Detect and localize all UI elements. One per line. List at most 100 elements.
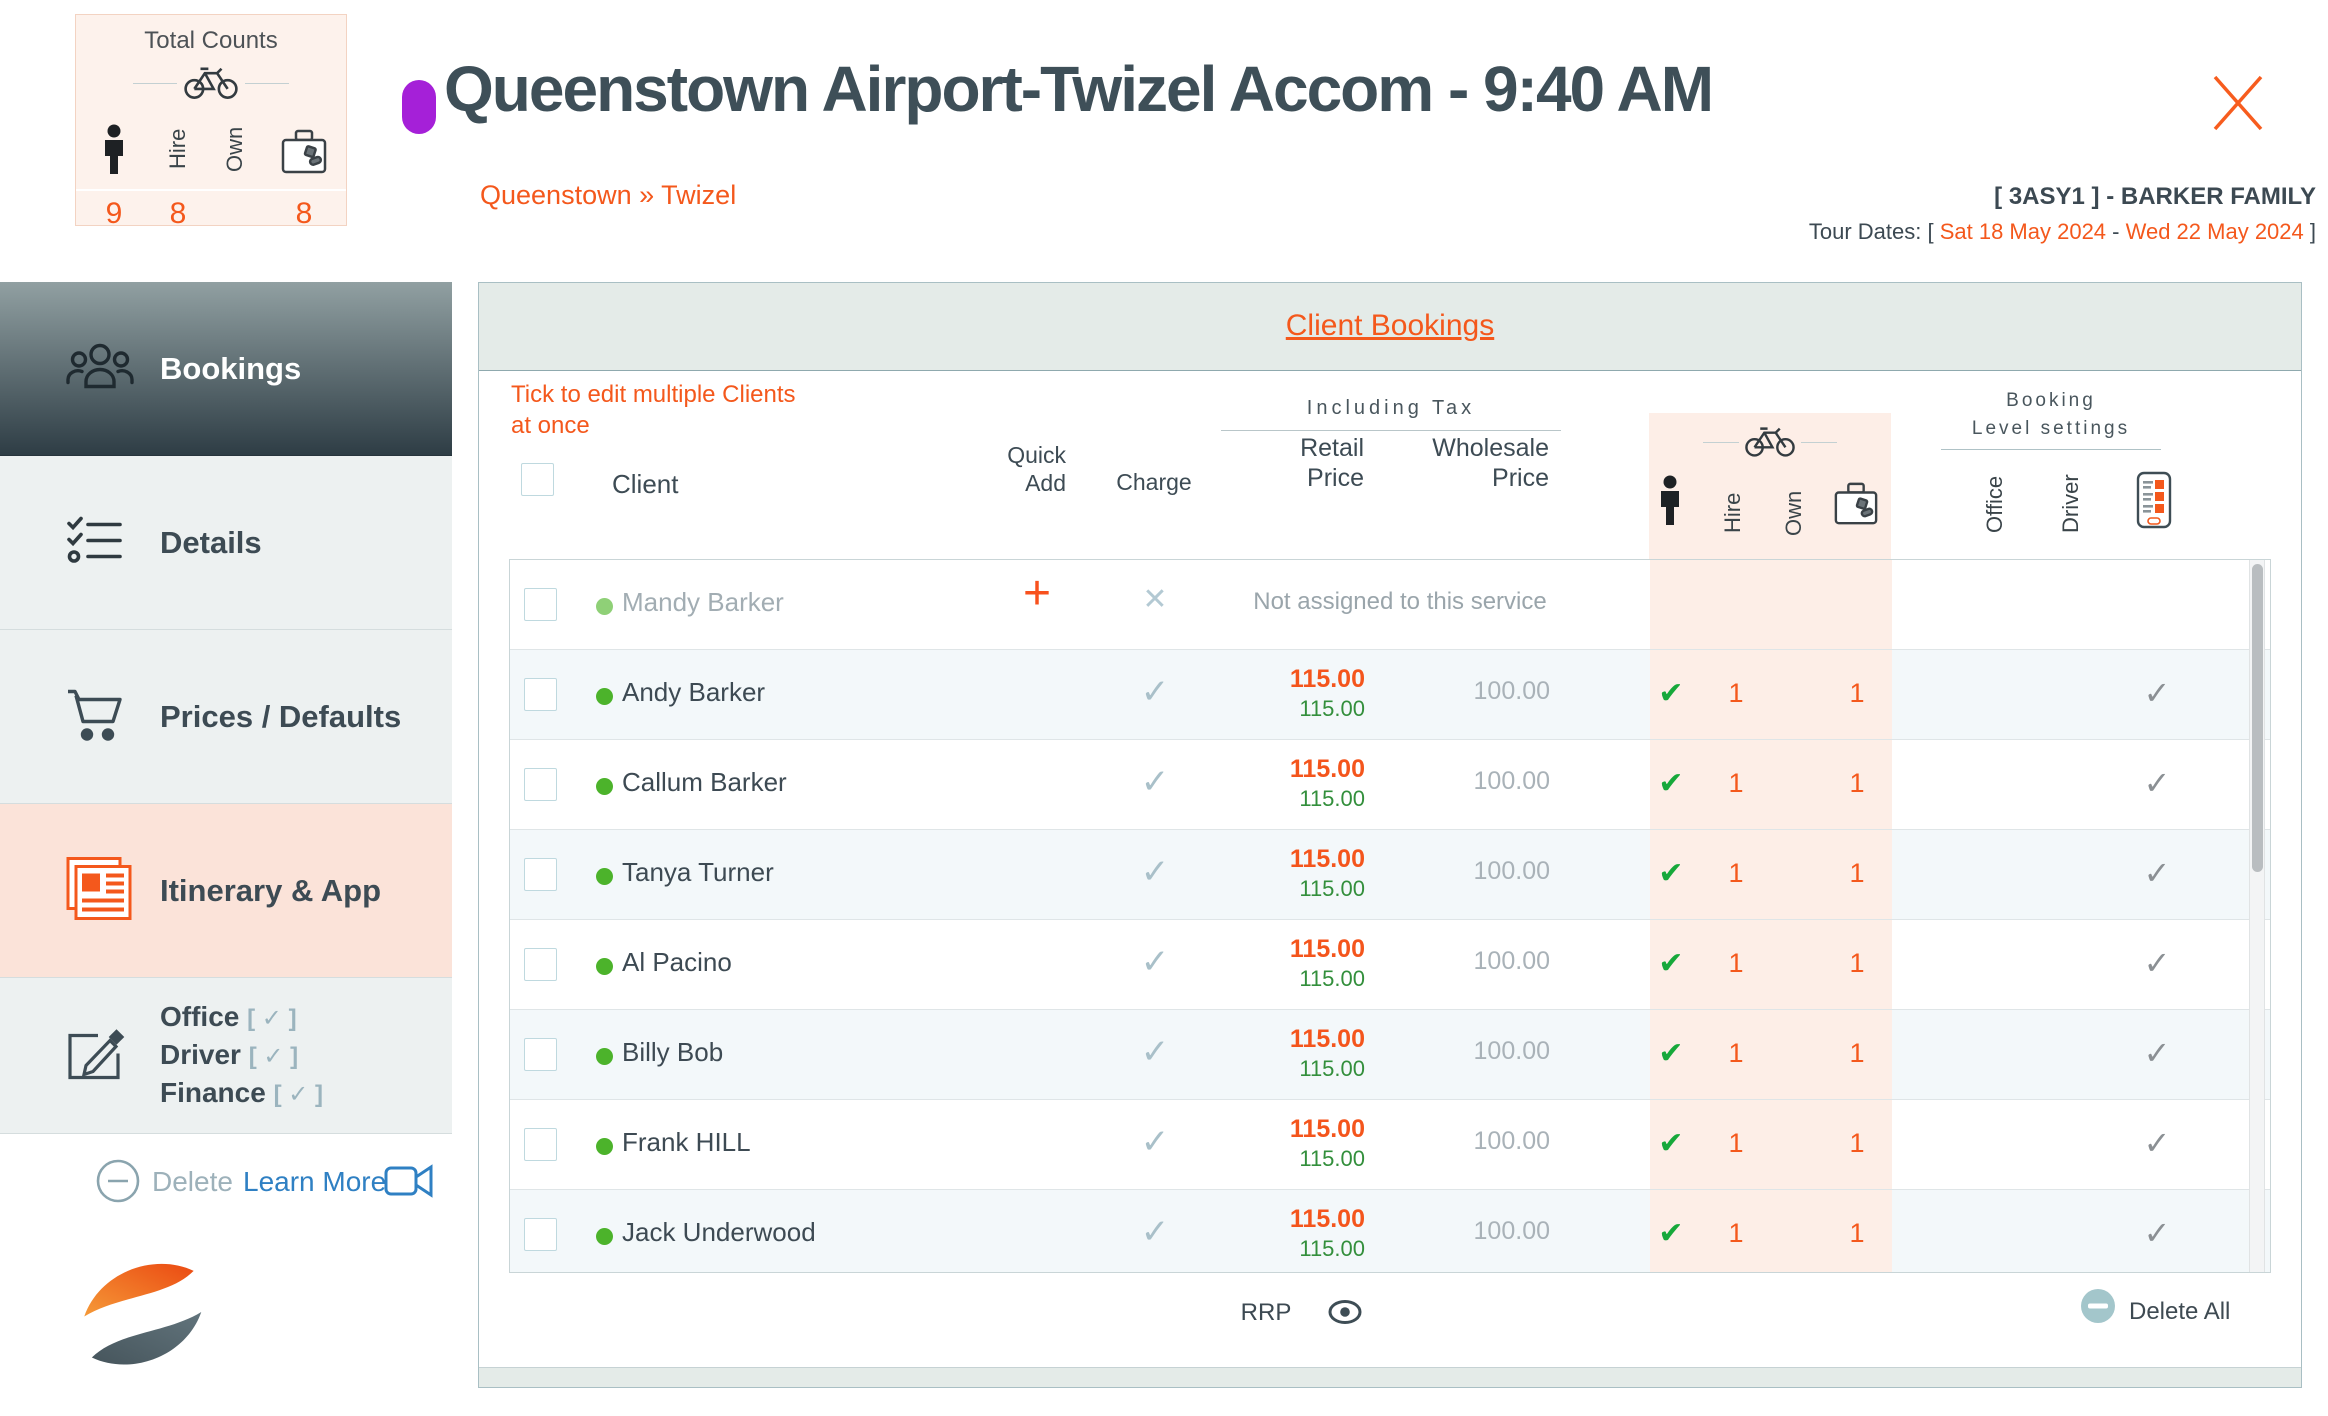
- sidebar-item-bookings[interactable]: Bookings: [0, 282, 452, 456]
- scrollbar-thumb[interactable]: [2252, 564, 2263, 872]
- charge-toggle[interactable]: ✓: [1140, 673, 1170, 711]
- hire-qty[interactable]: 1: [1728, 1128, 1744, 1158]
- hire-qty[interactable]: 1: [1728, 1038, 1744, 1068]
- hire-qty[interactable]: 1: [1728, 858, 1744, 888]
- delete-all-button[interactable]: Delete All: [2129, 1298, 2231, 1325]
- retail-price-cell[interactable]: 115.00 115.00: [1225, 935, 1365, 992]
- wholesale-price[interactable]: 100.00: [1473, 1037, 1550, 1065]
- retail-price-net: 115.00: [1299, 1236, 1365, 1261]
- retail-price-cell[interactable]: 115.00 115.00: [1225, 1205, 1365, 1262]
- row-checkbox[interactable]: [524, 858, 557, 891]
- pax-assigned-check[interactable]: ✔: [1658, 767, 1684, 800]
- bike-columns-cell: [1650, 560, 1892, 649]
- pax-assigned-check[interactable]: ✔: [1658, 1037, 1684, 1070]
- table-row: ✔ 1 1 Tanya Turner ✓ 115.00 115.00 100.0…: [510, 830, 2270, 920]
- charge-toggle[interactable]: ✓: [1140, 1033, 1170, 1071]
- booking-level-check[interactable]: ✓: [2143, 675, 2171, 711]
- tour-dates-suffix: ]: [2303, 219, 2316, 244]
- charge-toggle[interactable]: ✓: [1140, 1123, 1170, 1161]
- booking-level-check[interactable]: ✓: [2143, 855, 2171, 891]
- panel-title-band: Client Bookings: [479, 283, 2301, 371]
- retail-price-cell[interactable]: 115.00 115.00: [1225, 845, 1365, 902]
- retail-price[interactable]: 115.00: [1289, 1115, 1365, 1143]
- column-header-client: Client: [612, 469, 679, 499]
- retail-price[interactable]: 115.00: [1289, 755, 1365, 783]
- retail-price-cell[interactable]: 115.00 115.00: [1225, 1025, 1365, 1082]
- row-checkbox[interactable]: [524, 768, 557, 801]
- retail-price-cell[interactable]: 115.00 115.00: [1225, 755, 1365, 812]
- breadcrumb-from[interactable]: Queenstown: [480, 180, 632, 210]
- row-checkbox[interactable]: [524, 588, 557, 621]
- charge-toggle[interactable]: ✓: [1140, 763, 1170, 801]
- booking-level-check[interactable]: ✓: [2143, 1125, 2171, 1161]
- bags-qty[interactable]: 1: [1849, 678, 1865, 708]
- hire-qty[interactable]: 1: [1728, 768, 1744, 798]
- booking-level-check[interactable]: ✓: [2143, 1035, 2171, 1071]
- sidebar-item-prices-defaults[interactable]: Prices / Defaults: [0, 630, 452, 804]
- retail-price[interactable]: 115.00: [1289, 665, 1365, 693]
- bags-qty[interactable]: 1: [1849, 858, 1865, 888]
- pax-assigned-check[interactable]: ✔: [1658, 677, 1684, 710]
- delete-all-icon[interactable]: [2079, 1287, 2117, 1330]
- learn-more-link[interactable]: Learn More: [243, 1166, 387, 1197]
- quick-add-button[interactable]: +: [1022, 567, 1052, 620]
- booking-level-check[interactable]: ✓: [2143, 1215, 2171, 1251]
- breadcrumb-to[interactable]: Twizel: [661, 180, 737, 210]
- client-status-dot: [596, 598, 613, 615]
- wholesale-price[interactable]: 100.00: [1473, 767, 1550, 795]
- retail-price[interactable]: 115.00: [1289, 845, 1365, 873]
- video-camera-icon[interactable]: [384, 1162, 434, 1205]
- charge-toggle[interactable]: ✕: [1142, 583, 1168, 616]
- row-checkbox[interactable]: [524, 1128, 557, 1161]
- wholesale-price[interactable]: 100.00: [1473, 857, 1550, 885]
- wholesale-price[interactable]: 100.00: [1473, 677, 1550, 705]
- retail-price[interactable]: 115.00: [1289, 1205, 1365, 1233]
- client-bookings-title[interactable]: Client Bookings: [1285, 309, 1495, 342]
- wholesale-price[interactable]: 100.00: [1473, 947, 1550, 975]
- row-checkbox[interactable]: [524, 1218, 557, 1251]
- office-status-check: [ ✓ ]: [247, 1004, 297, 1032]
- charge-toggle[interactable]: ✓: [1140, 853, 1170, 891]
- pax-assigned-check[interactable]: ✔: [1658, 1127, 1684, 1160]
- booking-level-check[interactable]: ✓: [2143, 945, 2171, 981]
- pax-assigned-check[interactable]: ✔: [1658, 947, 1684, 980]
- finance-status-check: [ ✓ ]: [273, 1080, 324, 1108]
- pax-assigned-check[interactable]: ✔: [1658, 1217, 1684, 1250]
- booking-level-check[interactable]: ✓: [2143, 765, 2171, 801]
- sidebar-item-itinerary-app[interactable]: Itinerary & App: [0, 804, 452, 978]
- row-checkbox[interactable]: [524, 1038, 557, 1071]
- charge-toggle[interactable]: ✓: [1140, 943, 1170, 981]
- retail-price-cell[interactable]: [1225, 575, 1365, 577]
- bags-qty[interactable]: 1: [1849, 1038, 1865, 1068]
- pax-assigned-check[interactable]: ✔: [1658, 857, 1684, 890]
- wholesale-price[interactable]: 100.00: [1473, 1217, 1550, 1245]
- sidebar-item-details[interactable]: Details: [0, 456, 452, 630]
- retail-price-cell[interactable]: 115.00 115.00: [1225, 665, 1365, 722]
- hire-qty[interactable]: 1: [1728, 948, 1744, 978]
- row-checkbox[interactable]: [524, 678, 557, 711]
- wholesale-price[interactable]: 100.00: [1473, 1127, 1550, 1155]
- bags-qty[interactable]: 1: [1849, 1218, 1865, 1248]
- sidebar-item-output-settings[interactable]: Office [ ✓ ] Driver [ ✓ ] Finance [ ✓ ]: [0, 978, 452, 1134]
- select-all-checkbox[interactable]: [521, 463, 554, 496]
- row-checkbox[interactable]: [524, 948, 557, 981]
- bags-qty[interactable]: 1: [1849, 1128, 1865, 1158]
- hire-qty[interactable]: 1: [1728, 678, 1744, 708]
- divider: [1801, 441, 1837, 443]
- charge-toggle[interactable]: ✓: [1140, 1213, 1170, 1251]
- retail-price[interactable]: 115.00: [1289, 1025, 1365, 1053]
- client-rows: Mandy Barker + ✕ Not assigned to this se…: [510, 560, 2270, 1272]
- minus-circle-icon[interactable]: [95, 1158, 141, 1209]
- company-logo: [66, 1244, 218, 1391]
- eye-icon[interactable]: [1327, 1299, 1363, 1330]
- retail-price-cell[interactable]: 115.00 115.00: [1225, 1115, 1365, 1172]
- bags-qty[interactable]: 1: [1849, 768, 1865, 798]
- hire-qty[interactable]: 1: [1728, 1218, 1744, 1248]
- tour-dates-prefix: Tour Dates: [: [1808, 219, 1940, 244]
- close-icon[interactable]: [2212, 74, 2264, 137]
- client-name: Andy Barker: [622, 677, 766, 707]
- delete-button[interactable]: Delete: [152, 1166, 233, 1197]
- retail-price[interactable]: 115.00: [1289, 935, 1365, 963]
- bags-qty[interactable]: 1: [1849, 948, 1865, 978]
